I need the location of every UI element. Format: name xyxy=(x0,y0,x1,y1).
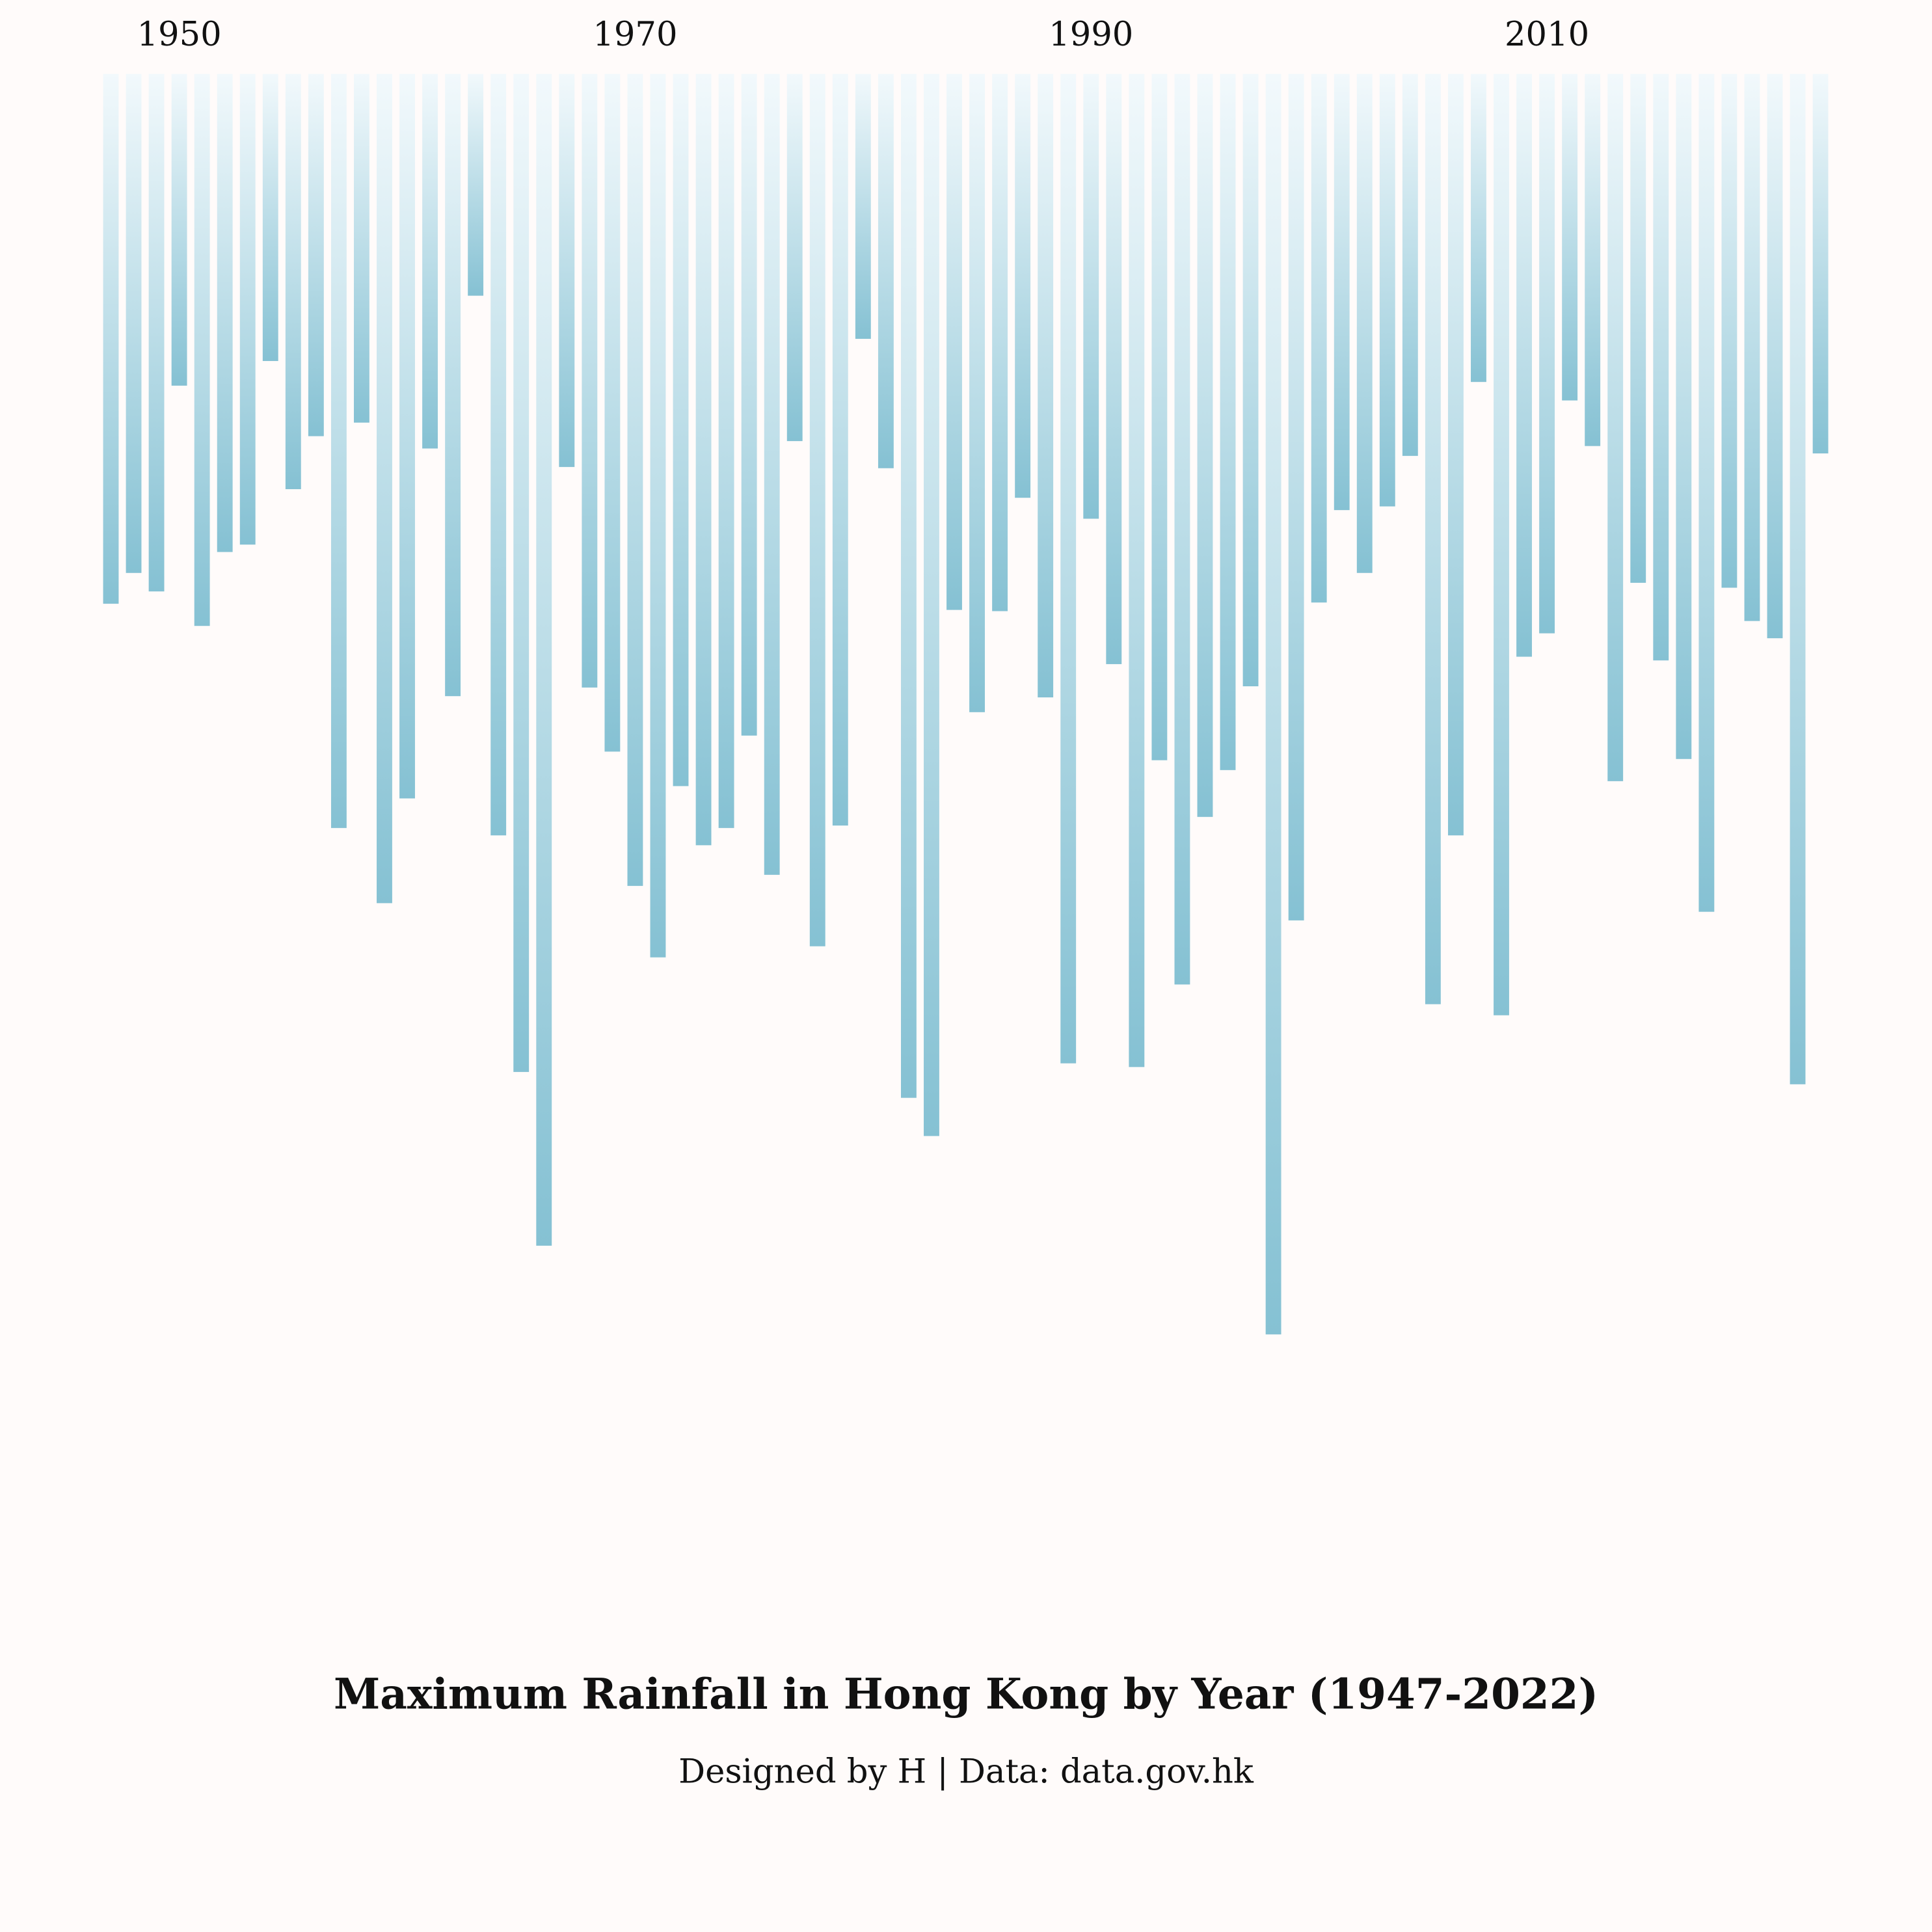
bar xyxy=(126,74,142,573)
x-tick-label: 1950 xyxy=(137,16,222,54)
bar xyxy=(924,74,939,1136)
bar xyxy=(468,74,484,296)
bar xyxy=(695,74,712,846)
bar xyxy=(1242,74,1259,687)
bar xyxy=(536,74,552,1246)
bar xyxy=(422,74,438,449)
bar xyxy=(353,74,369,423)
bar xyxy=(1425,74,1441,1004)
bar xyxy=(900,74,917,1098)
bar xyxy=(650,74,666,958)
bar xyxy=(878,74,894,468)
bar xyxy=(1288,74,1304,920)
bar xyxy=(1812,74,1829,454)
bar xyxy=(285,74,301,489)
bar xyxy=(103,74,119,604)
bar xyxy=(1471,74,1486,382)
bar xyxy=(217,74,233,552)
bar xyxy=(1539,74,1555,634)
bar xyxy=(1402,74,1418,456)
bar xyxy=(1562,74,1578,401)
bar xyxy=(1676,74,1692,759)
bar xyxy=(786,74,803,442)
bar xyxy=(1790,74,1806,1084)
bar xyxy=(1516,74,1532,657)
bar xyxy=(1607,74,1624,781)
bar xyxy=(1585,74,1601,446)
bar xyxy=(330,74,347,828)
bar xyxy=(627,74,643,886)
bar xyxy=(1721,74,1737,588)
bar xyxy=(559,74,575,467)
bar xyxy=(992,74,1008,611)
bar xyxy=(399,74,415,799)
bar xyxy=(1744,74,1760,621)
bar xyxy=(445,74,461,697)
bar xyxy=(239,74,256,545)
bar xyxy=(1447,74,1464,836)
bar xyxy=(262,74,278,361)
bar xyxy=(308,74,324,436)
chart-subtitle: Designed by H | Data: data.gov.hk xyxy=(678,1753,1254,1791)
bar xyxy=(855,74,871,339)
bar xyxy=(1015,74,1031,498)
bar xyxy=(1129,74,1145,1067)
bar xyxy=(673,74,689,786)
bar xyxy=(194,74,210,626)
bar xyxy=(764,74,780,875)
bar xyxy=(1106,74,1122,664)
bar xyxy=(1174,74,1190,985)
x-tick-label: 1970 xyxy=(593,16,677,54)
bar xyxy=(969,74,985,712)
bar xyxy=(1653,74,1669,661)
bar xyxy=(377,74,392,904)
bar xyxy=(1083,74,1099,519)
bar xyxy=(1151,74,1168,760)
bar xyxy=(604,74,621,752)
bar xyxy=(1038,74,1054,698)
bar xyxy=(490,74,507,836)
bar xyxy=(1060,74,1077,1064)
bar xyxy=(1311,74,1327,603)
bar xyxy=(1630,74,1646,583)
bar xyxy=(1698,74,1715,912)
x-tick-label: 2010 xyxy=(1505,16,1589,54)
bar xyxy=(1334,74,1350,511)
bar xyxy=(171,74,187,386)
bar xyxy=(1356,74,1373,573)
bar xyxy=(946,74,962,610)
chart-title: Maximum Rainfall in Hong Kong by Year (1… xyxy=(334,1670,1598,1719)
bar xyxy=(1767,74,1783,639)
bar xyxy=(1379,74,1395,507)
x-tick-label: 1990 xyxy=(1049,16,1133,54)
bar xyxy=(718,74,734,828)
bar xyxy=(809,74,825,946)
bar xyxy=(1220,74,1236,770)
bar xyxy=(741,74,757,736)
bar xyxy=(1197,74,1213,817)
bar xyxy=(1494,74,1509,1015)
bar xyxy=(148,74,165,592)
bar xyxy=(1265,74,1281,1335)
bar xyxy=(832,74,848,826)
bar xyxy=(582,74,598,688)
bar xyxy=(513,74,530,1072)
